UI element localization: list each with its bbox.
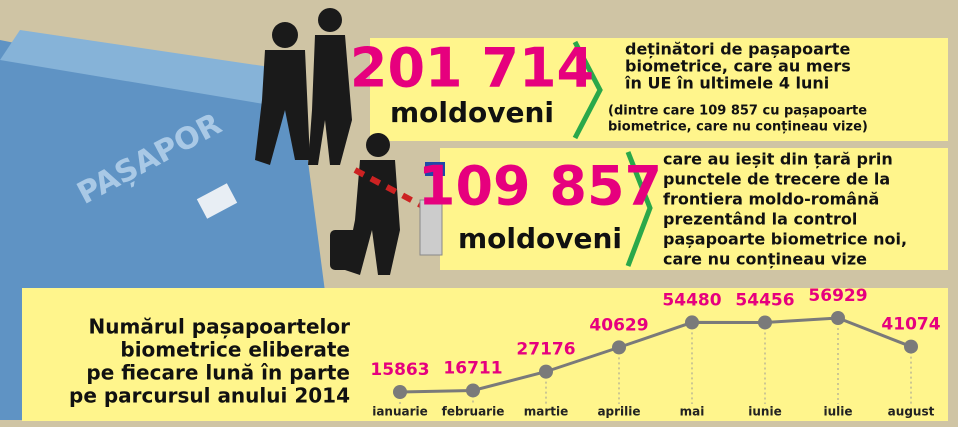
- x-tick-label: aprilie: [597, 405, 640, 419]
- description: în UE în ultimele 4 luni: [624, 74, 829, 93]
- value-label: 27176: [516, 340, 575, 360]
- description: care nu conțineau vize: [663, 250, 867, 269]
- description: frontiera moldo-română: [663, 190, 879, 209]
- chart-title: biometrice eliberate: [120, 338, 350, 362]
- barrier: [353, 167, 432, 213]
- big-number: 201 714: [350, 37, 594, 100]
- chart-title: Numărul pașapoartelor: [89, 315, 351, 339]
- panel-1: [370, 38, 948, 141]
- note: biometrice, care nu conțineau vize): [608, 120, 868, 135]
- value-label: 56929: [808, 286, 867, 306]
- point: [904, 339, 918, 354]
- value-label: 41074: [881, 315, 940, 335]
- x-tick-label: martie: [524, 405, 569, 419]
- big-number: 109 857: [418, 155, 662, 218]
- series-line: [399, 316, 912, 394]
- point: [393, 385, 407, 399]
- value-label: 16711: [443, 358, 502, 378]
- point: [466, 383, 480, 398]
- description: punctele de trecere de la: [663, 170, 890, 189]
- x-tick-label: mai: [680, 405, 705, 419]
- chart-title: pe parcursul anului 2014: [69, 384, 350, 408]
- passport-edge: [0, 30, 300, 110]
- chart-title: pe fiecare lună în parte: [86, 361, 350, 385]
- unit: moldoveni: [458, 222, 622, 255]
- point: [612, 340, 626, 355]
- bracket: [625, 151, 653, 267]
- value-label: 40629: [589, 315, 648, 335]
- value-label: 15863: [370, 360, 429, 380]
- x-tick-label: februarie: [442, 405, 505, 419]
- bracket: [572, 40, 603, 140]
- description: prezentând la control: [663, 210, 857, 229]
- point: [831, 311, 845, 325]
- barrier-post: [419, 199, 443, 256]
- point: [685, 315, 699, 330]
- x-tick-label: august: [888, 405, 935, 419]
- description: biometrice, care au mers: [625, 57, 851, 76]
- x-tick-label: iunie: [748, 405, 781, 419]
- point: [539, 364, 553, 379]
- x-tick-label: ianuarie: [372, 405, 428, 419]
- unit: moldoveni: [390, 96, 554, 129]
- description: care au ieșit din țară prin: [663, 150, 893, 169]
- value-label: 54480: [662, 290, 721, 310]
- note: (dintre care 109 857 cu pașapoarte: [608, 104, 867, 119]
- x-tick-label: iulie: [823, 405, 852, 419]
- description: pașapoarte biometrice noi,: [663, 230, 907, 249]
- eu-flag: [425, 162, 445, 176]
- panel-2: [440, 148, 948, 270]
- passport-chip: [196, 183, 238, 219]
- panel-chart: [22, 288, 948, 421]
- point: [758, 315, 772, 330]
- silhouettes: [255, 8, 400, 275]
- value-label: 54456: [735, 290, 794, 310]
- description: deținători de pașapoarte: [625, 40, 850, 59]
